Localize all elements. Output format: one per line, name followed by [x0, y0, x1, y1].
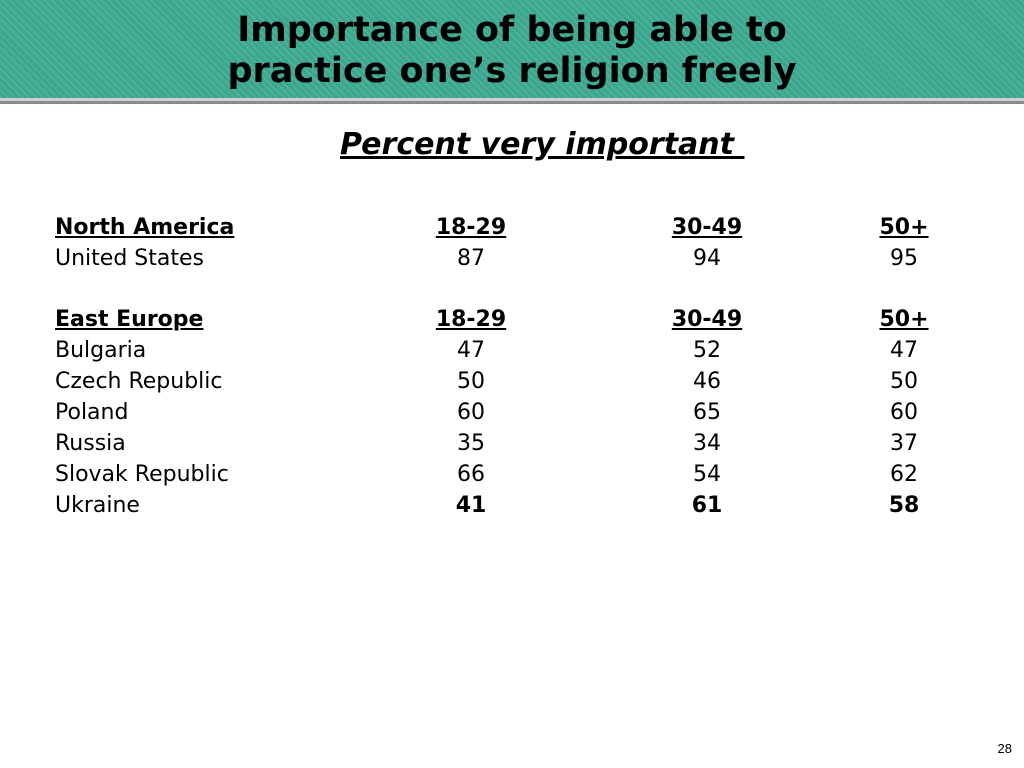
page-number: 28 [997, 741, 1012, 756]
value-cell: 37 [890, 431, 918, 456]
value-cell: 95 [890, 246, 918, 271]
country-label: Czech Republic [55, 369, 223, 394]
country-label: Russia [55, 431, 126, 456]
title-divider [0, 98, 1024, 104]
title-banner [0, 0, 1024, 98]
column-header: 30-49 [671, 215, 743, 240]
table-row: Russia 35 34 37 [55, 428, 955, 459]
country-label: Poland [55, 400, 129, 425]
country-label: Slovak Republic [55, 462, 229, 487]
title-line-1: Importance of being able to [237, 10, 787, 50]
country-label: Ukraine [55, 493, 140, 518]
region-heading: East Europe [55, 307, 204, 332]
value-cell: 47 [890, 338, 918, 363]
table-row: Bulgaria 47 52 47 [55, 335, 955, 366]
table-subtitle: Percent very important [340, 127, 745, 162]
region-heading: North America [55, 215, 235, 240]
value-cell: 60 [457, 400, 485, 425]
data-table: North America 18-29 30-49 50+ United Sta… [55, 212, 955, 521]
value-cell: 60 [890, 400, 918, 425]
table-row: Czech Republic 50 46 50 [55, 366, 955, 397]
table-row: United States 87 94 95 [55, 243, 955, 274]
value-cell: 34 [693, 431, 721, 456]
value-cell: 58 [888, 493, 920, 518]
value-cell: 46 [693, 369, 721, 394]
value-cell: 65 [693, 400, 721, 425]
country-label: Bulgaria [55, 338, 147, 363]
column-header: 18-29 [435, 215, 507, 240]
value-cell: 35 [457, 431, 485, 456]
value-cell: 52 [693, 338, 721, 363]
value-cell: 47 [457, 338, 485, 363]
value-cell: 87 [457, 246, 485, 271]
table-row: Ukraine 41 61 58 [55, 490, 955, 521]
value-cell: 54 [693, 462, 721, 487]
value-cell: 41 [455, 493, 487, 518]
country-label: United States [55, 246, 204, 271]
section-header-north-america: North America 18-29 30-49 50+ [55, 212, 955, 243]
slide-title: Importance of being able to practice one… [0, 10, 1024, 92]
value-cell: 94 [693, 246, 721, 271]
value-cell: 50 [890, 369, 918, 394]
table-row: Slovak Republic 66 54 62 [55, 459, 955, 490]
column-header: 18-29 [435, 307, 507, 332]
section-spacer [55, 274, 955, 304]
value-cell: 61 [691, 493, 723, 518]
value-cell: 50 [457, 369, 485, 394]
column-header: 50+ [879, 215, 929, 240]
value-cell: 66 [457, 462, 485, 487]
value-cell: 62 [890, 462, 918, 487]
column-header: 30-49 [671, 307, 743, 332]
section-header-east-europe: East Europe 18-29 30-49 50+ [55, 304, 955, 335]
table-row: Poland 60 65 60 [55, 397, 955, 428]
column-header: 50+ [879, 307, 929, 332]
title-line-2: practice one’s religion freely [227, 51, 797, 91]
